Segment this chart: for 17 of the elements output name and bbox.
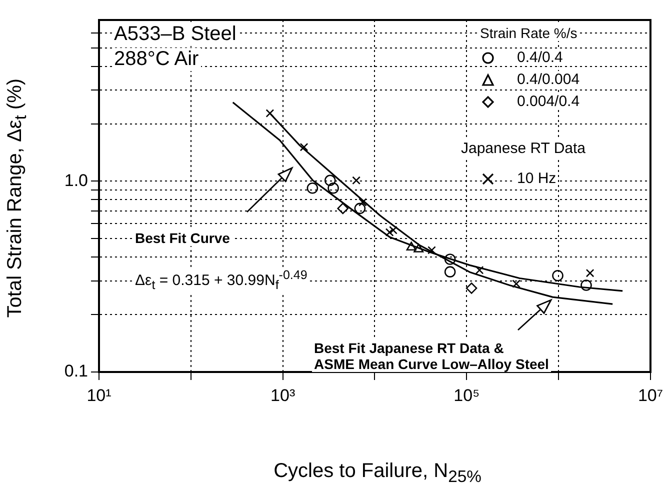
annotation: Japanese RT Data <box>459 140 588 158</box>
legend-label: 0.4/0.4 <box>515 49 565 66</box>
x-tick-label: 10⁷ <box>638 386 663 405</box>
annotation: Best Fit Curve <box>133 230 232 246</box>
x-tick-label: 10¹ <box>86 386 112 405</box>
y-tick-label: 0.1 <box>64 362 88 381</box>
legend-label: 0.4/0.004 <box>515 71 582 88</box>
x-axis-title: Cycles to Failure, N$_{25%}$ <box>99 460 656 486</box>
annotation: Best Fit Japanese RT Data & ASME Mean Curve Low–Alloy Steel <box>312 340 551 372</box>
y-tick-label: 1.0 <box>64 170 88 190</box>
annotation: A533–B Steel <box>112 23 238 46</box>
legend-title: Strain Rate %/s <box>478 25 580 42</box>
x-tick-label: 10⁵ <box>454 386 480 405</box>
annotation: 288°C Air <box>112 48 201 71</box>
legend-label: 10 Hz <box>515 170 558 188</box>
x-tick-label: 10³ <box>270 386 296 405</box>
legend-label: 0.004/0.4 <box>515 93 582 110</box>
